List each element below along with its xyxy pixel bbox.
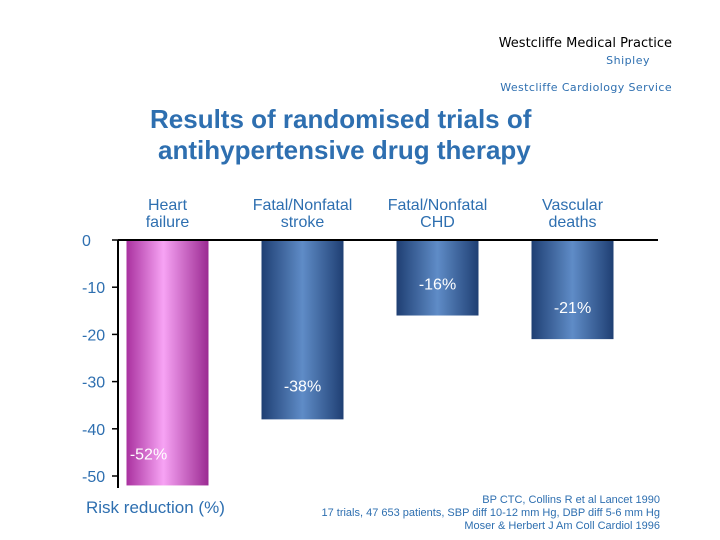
- y-tick-label: -20: [82, 327, 105, 344]
- category-label: Fatal/Nonfatal: [253, 197, 353, 214]
- y-tick-label: -10: [82, 280, 105, 297]
- category-label: Fatal/Nonfatal: [388, 197, 488, 214]
- bar: [396, 240, 479, 316]
- service-name: Westcliffe Cardiology Service: [500, 81, 672, 94]
- bar: [261, 240, 344, 420]
- bar: [531, 240, 614, 340]
- category-label: Vascular: [542, 197, 604, 214]
- data-label: -38%: [284, 378, 321, 395]
- title-line-1: Results of randomised trials of: [150, 104, 532, 134]
- practice-name: Westcliffe Medical Practice: [498, 36, 672, 51]
- y-axis-label: Risk reduction (%): [86, 498, 225, 517]
- category-label: failure: [146, 214, 190, 231]
- y-tick-label: 0: [82, 233, 91, 250]
- data-label: -52%: [130, 446, 167, 463]
- reference-line-2: 17 trials, 47 653 patients, SBP diff 10-…: [321, 507, 660, 519]
- y-tick-label: -40: [82, 422, 105, 439]
- reference-line-3: Moser & Herbert J Am Coll Cardiol 1996: [464, 520, 660, 532]
- data-label: -21%: [554, 300, 591, 317]
- data-label: -16%: [419, 277, 456, 294]
- title-line-2: antihypertensive drug therapy: [158, 135, 531, 165]
- category-label: CHD: [420, 214, 455, 231]
- category-label: Heart: [148, 197, 188, 214]
- bar: [126, 240, 209, 486]
- y-tick-label: -50: [82, 469, 105, 486]
- y-tick-label: -30: [82, 375, 105, 392]
- category-label: deaths: [548, 214, 596, 231]
- practice-location: Shipley: [606, 54, 650, 67]
- references: BP CTC, Collins R et al Lancet 1990 17 t…: [321, 494, 660, 533]
- reference-line-1: BP CTC, Collins R et al Lancet 1990: [482, 494, 660, 506]
- page-title: Results of randomised trials of antihype…: [150, 104, 610, 166]
- category-label: stroke: [281, 214, 325, 231]
